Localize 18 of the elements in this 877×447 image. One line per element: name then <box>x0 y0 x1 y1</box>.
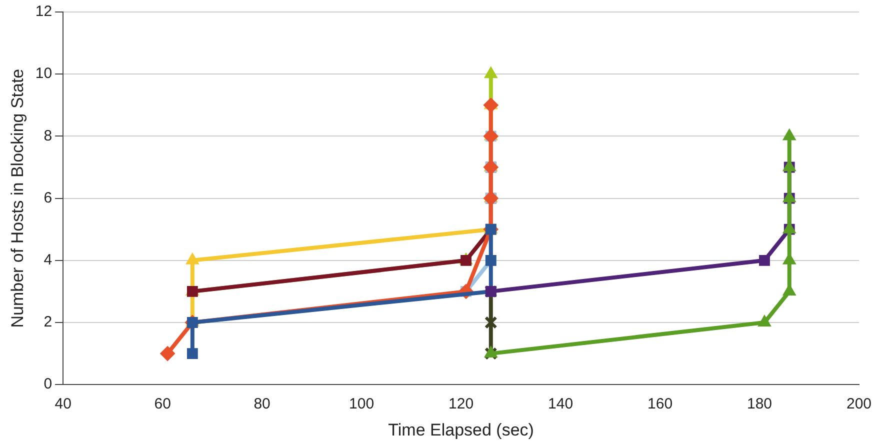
x-tick-label: 100 <box>349 396 374 413</box>
x-axis-title: Time Elapsed (sec) <box>388 420 534 440</box>
y-tick-label: 2 <box>44 314 52 331</box>
x-tick-label: 160 <box>648 396 673 413</box>
y-tick-label: 10 <box>35 65 52 82</box>
x-tick-label: 120 <box>448 396 474 413</box>
y-tick-label: 8 <box>44 127 52 144</box>
y-axis-title: Number of Hosts in Blocking State <box>8 68 27 328</box>
x-tick-label: 200 <box>846 396 872 413</box>
y-tick-label: 4 <box>44 252 52 269</box>
x-tick-label: 80 <box>254 396 270 413</box>
x-tick-label: 180 <box>746 396 772 413</box>
y-tick-label: 6 <box>44 189 52 206</box>
y-tick-label: 12 <box>35 3 52 20</box>
y-tick-label: 0 <box>44 376 52 393</box>
x-tick-label: 60 <box>154 396 171 413</box>
x-tick-label: 140 <box>548 396 574 413</box>
x-tick-label: 40 <box>54 396 72 413</box>
